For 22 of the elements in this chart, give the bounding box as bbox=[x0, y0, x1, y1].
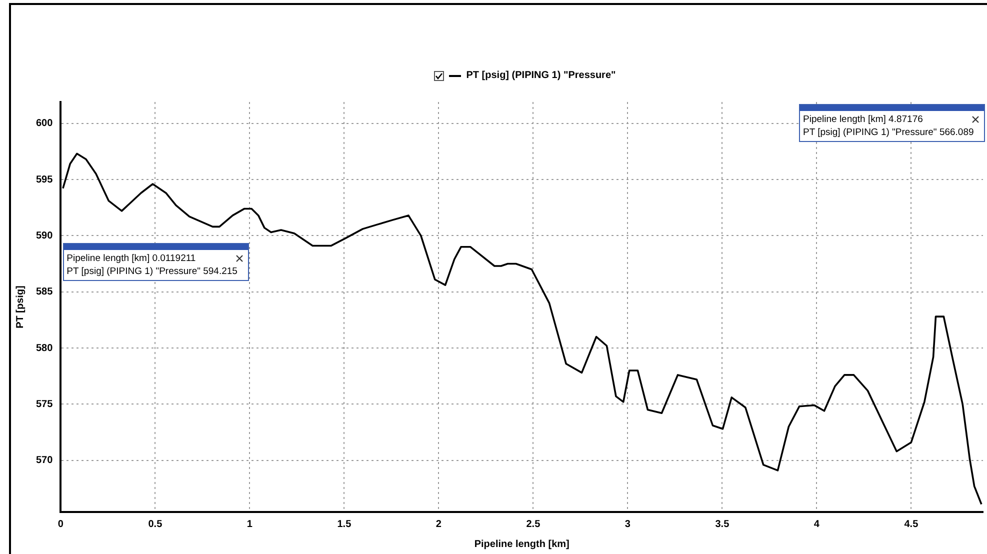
x-tick-label: 1.5 bbox=[337, 518, 352, 530]
annotation: Pipeline length [km] 4.87176 PT [psig] (PIPING 1) "Pressure" 566.089 bbox=[803, 113, 974, 139]
y-tick-label: 590 bbox=[36, 230, 54, 242]
x-tick-label: 2.5 bbox=[526, 518, 541, 530]
y-tick-label: 585 bbox=[36, 286, 54, 298]
y-axis-title: PT [psig] bbox=[14, 286, 26, 328]
y-tick-label: 575 bbox=[36, 398, 54, 410]
x-tick-label: 3.5 bbox=[715, 518, 730, 530]
y-tick-label: 570 bbox=[36, 455, 54, 466]
x-axis-title: Pipeline length [km] bbox=[474, 538, 570, 550]
x-tick-label: 2 bbox=[436, 518, 442, 530]
legend-label: PT [psig] (PIPING 1) "Pressure" bbox=[466, 70, 616, 81]
y-tick-label: 595 bbox=[36, 174, 54, 186]
x-tick-label: 0.5 bbox=[148, 518, 163, 530]
x-tick-label: 3 bbox=[624, 518, 631, 530]
x-tick-label: 4 bbox=[814, 518, 820, 530]
x-tick-label: 1 bbox=[246, 518, 253, 530]
x-tick-label: 0 bbox=[58, 518, 64, 530]
y-tick-label: 580 bbox=[36, 342, 54, 354]
annotation: Pipeline length [km] 0.0119211 PT [psig] (PIPING 1) "Pressure" 594.215 bbox=[66, 252, 238, 278]
x-tick-label: 4.5 bbox=[904, 518, 919, 530]
y-tick-label: 600 bbox=[36, 118, 54, 130]
